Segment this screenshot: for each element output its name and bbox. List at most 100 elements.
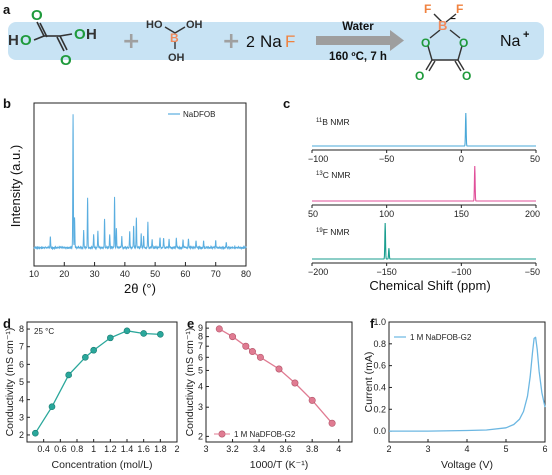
panel-label-f: f — [370, 316, 375, 331]
y-tick-label: 0.4 — [373, 382, 386, 392]
y-tick-label: 7 — [19, 342, 24, 352]
x-tick-label: 1 — [91, 444, 96, 454]
nmr-x-tick-label: 0 — [459, 154, 464, 164]
nmr-nucleus-label: 19F NMR — [316, 227, 350, 237]
panel-a-scheme: a H O O O O H + HO OH B OH — [3, 2, 544, 83]
xrd-plot-frame — [33, 102, 247, 267]
e-data-point — [291, 379, 299, 387]
xrd-x-tick-label: 10 — [29, 269, 39, 279]
d-data-point — [65, 371, 72, 379]
dfob-anion-structure: F F B − O O O O — [415, 2, 471, 83]
nmr-nucleus-label: 11B NMR — [316, 117, 350, 127]
e-data-point — [328, 419, 336, 427]
y-tick-label: 5 — [198, 365, 203, 375]
nmr-x-tick-label: 50 — [308, 209, 318, 219]
xrd-x-tick-label: 80 — [241, 269, 251, 279]
e-series-line — [218, 328, 333, 424]
y-tick-label: 3 — [19, 412, 24, 422]
f-series-line — [389, 336, 546, 432]
nmr-x-tick-label: −100 — [451, 267, 471, 277]
x-tick-label: 6 — [542, 444, 547, 454]
nmr-subplot: −200 −150 −100 −50 19F NMR — [308, 222, 540, 277]
boric-oh1: OH — [186, 19, 203, 31]
panel-label-b: b — [3, 96, 11, 111]
y-tick-label: 6 — [19, 359, 24, 369]
reaction-arrow: Water 160 ºC, 7 h — [316, 21, 404, 63]
y-tick-label: 0.8 — [373, 339, 386, 349]
oxalic-acid-structure: H O O O O H — [8, 7, 97, 69]
dfob-o3: O — [415, 69, 424, 83]
panel-c-nmr: c −100 −50 0 50 11B NMR 50 100 150 200 13C NMR −20… — [283, 96, 540, 293]
y-tick-label: 8 — [198, 332, 203, 342]
dfob-b: B — [438, 18, 447, 33]
x-tick-label: 3.2 — [226, 444, 239, 454]
nmr-x-tick-label: −100 — [308, 154, 328, 164]
y-tick-label: 9 — [198, 323, 203, 333]
y-tick-label: 2 — [198, 431, 203, 441]
d-data-point — [90, 346, 97, 354]
x-tick-label: 4 — [464, 444, 469, 454]
x-tick-label: 0.4 — [37, 444, 50, 454]
e-data-point — [242, 342, 250, 350]
sodium-fluoride-formula: 2 Na F — [246, 32, 295, 51]
plus-sign-1: + — [122, 29, 140, 54]
arrow-condition-solvent: Water — [342, 21, 374, 33]
x-tick-label: 5 — [503, 444, 508, 454]
naf-f: F — [285, 32, 295, 51]
counterion-charge: + — [523, 29, 529, 41]
x-tick-label: 3.8 — [306, 444, 319, 454]
d-series-line — [34, 330, 161, 434]
x-tick-label: 1.4 — [121, 444, 134, 454]
e-legend-label: 1 M NaDFOB-G2 — [234, 430, 296, 439]
xrd-x-ticks: 10 20 30 40 50 60 70 80 — [29, 262, 251, 279]
x-tick-label: 1.2 — [104, 444, 117, 454]
oxalic-o1: O — [20, 32, 32, 49]
y-tick-label: 7 — [198, 341, 203, 351]
y-tick-label: 6 — [198, 352, 203, 362]
plus-sign-2: + — [222, 29, 240, 54]
y-tick-label: 0.0 — [373, 426, 386, 436]
d-data-point — [123, 327, 131, 335]
nmr-spectrum-line — [312, 222, 536, 260]
x-tick-label: 2 — [386, 444, 391, 454]
x-tick-label: 3.4 — [253, 444, 266, 454]
xrd-x-tick-label: 70 — [211, 269, 221, 279]
d-data-point — [140, 330, 147, 337]
d-data-point — [107, 334, 114, 342]
oxalic-h2: H — [86, 26, 97, 43]
nmr-nucleus-label: 13C NMR — [316, 170, 351, 180]
x-tick-label: 0.6 — [54, 444, 67, 454]
xrd-x-tick-label: 20 — [59, 269, 69, 279]
x-tick-label: 1.6 — [137, 444, 150, 454]
xrd-x-tick-label: 40 — [120, 269, 130, 279]
nmr-x-tick-label: 100 — [379, 209, 394, 219]
panel-label-e: e — [187, 316, 194, 331]
nmr-subplot: −100 −50 0 50 11B NMR — [308, 112, 540, 164]
xrd-x-tick-label: 50 — [150, 269, 160, 279]
xrd-x-tick-label: 30 — [90, 269, 100, 279]
e-data-point — [275, 365, 283, 373]
d-temperature-annotation: 25 °C — [34, 327, 54, 336]
nmr-x-tick-label: −200 — [308, 267, 328, 277]
x-tick-label: 2 — [174, 444, 179, 454]
e-data-point — [229, 333, 237, 341]
boric-b: B — [170, 31, 179, 45]
d-data-point — [32, 429, 39, 437]
dfob-f2: F — [456, 2, 463, 16]
arrow-condition-temperature: 160 ºC, 7 h — [329, 51, 387, 63]
f-x-axis-label: Voltage (V) — [441, 459, 493, 471]
d-plot-frame — [26, 321, 178, 443]
y-tick-label: 1.0 — [373, 317, 386, 327]
xrd-y-axis-label: Intensity (a.u.) — [8, 145, 23, 227]
oxalic-h1: H — [8, 32, 19, 49]
nmr-subplot: 50 100 150 200 13C NMR — [308, 165, 540, 219]
y-tick-label: 4 — [19, 395, 24, 405]
e-data-point — [248, 348, 256, 356]
x-tick-label: 4 — [336, 444, 341, 454]
d-data-point — [82, 353, 89, 361]
panel-b-xrd: b 10 20 30 40 50 60 70 80 NaDFOB Intensity (a.u… — [3, 96, 251, 296]
d-data-point — [157, 331, 164, 338]
e-plot-frame — [205, 321, 353, 443]
y-tick-label: 5 — [19, 377, 24, 387]
